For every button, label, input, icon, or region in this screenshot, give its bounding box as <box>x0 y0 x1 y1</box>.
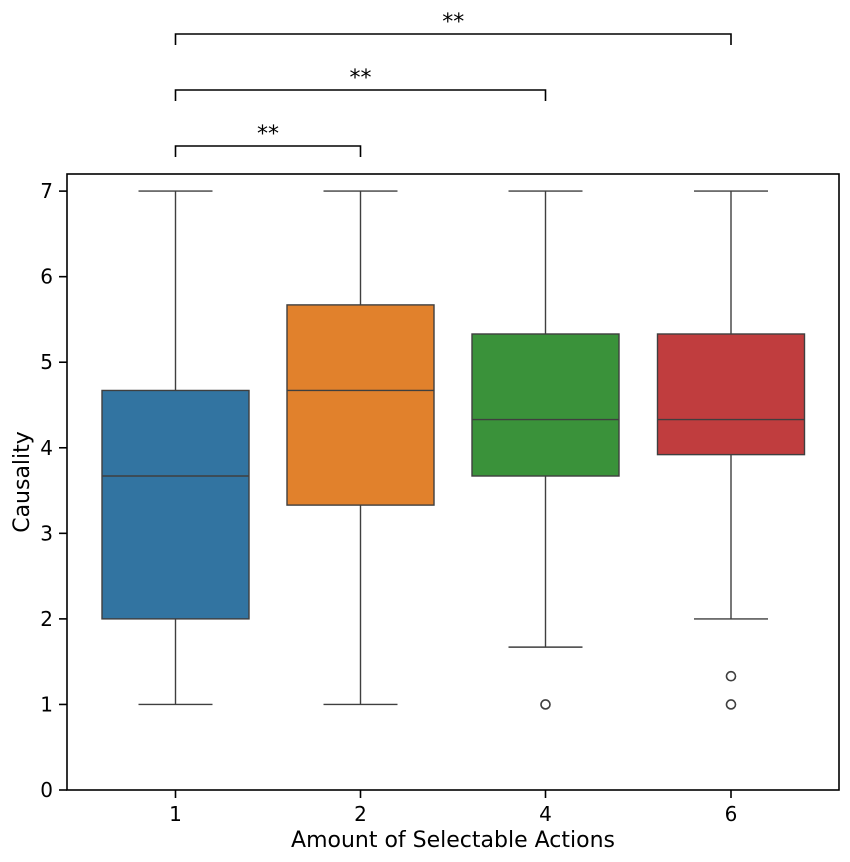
iqr-box <box>656 333 806 456</box>
significance-bracket: ** <box>174 66 547 101</box>
y-axis-label: Causality <box>10 431 35 533</box>
significance-bracket: ** <box>174 10 732 45</box>
box-group-4 <box>471 190 620 710</box>
iqr-box <box>286 304 435 506</box>
box-group-6 <box>656 190 806 710</box>
plot-area-frame <box>66 173 840 791</box>
y-tick-label: 1 <box>40 692 53 716</box>
significance-bracket: ** <box>174 122 362 157</box>
x-axis-label: Amount of Selectable Actions <box>291 828 615 853</box>
significance-label: ** <box>442 10 464 35</box>
iqr-box <box>471 333 620 477</box>
box-group-2 <box>286 190 435 706</box>
significance-brackets: ** ** ** <box>174 10 732 157</box>
box-group-1 <box>101 190 250 706</box>
outlier-point <box>725 699 737 710</box>
x-tick-label: 4 <box>539 802 552 826</box>
x-tick-label: 6 <box>725 802 738 826</box>
y-tick-label: 2 <box>40 607 53 631</box>
significance-label: ** <box>257 122 279 147</box>
outlier-point <box>725 670 737 682</box>
bracket-line <box>174 145 362 157</box>
bracket-line <box>174 89 547 101</box>
x-tick-label: 2 <box>354 802 367 826</box>
significance-label: ** <box>350 66 372 91</box>
y-tick-label: 7 <box>40 179 53 203</box>
outlier-point <box>540 699 551 710</box>
x-axis-ticks: 1 2 4 6 <box>169 790 737 826</box>
box-plot-series <box>101 190 806 710</box>
y-tick-label: 0 <box>40 778 53 802</box>
y-axis-ticks: 0 1 2 3 4 5 6 7 <box>40 179 67 802</box>
y-tick-label: 3 <box>40 521 53 545</box>
bracket-line <box>174 33 732 45</box>
y-tick-label: 6 <box>40 265 53 289</box>
y-tick-label: 5 <box>40 350 53 374</box>
y-tick-label: 4 <box>40 436 53 460</box>
iqr-box <box>101 389 250 620</box>
x-tick-label: 1 <box>169 802 182 826</box>
